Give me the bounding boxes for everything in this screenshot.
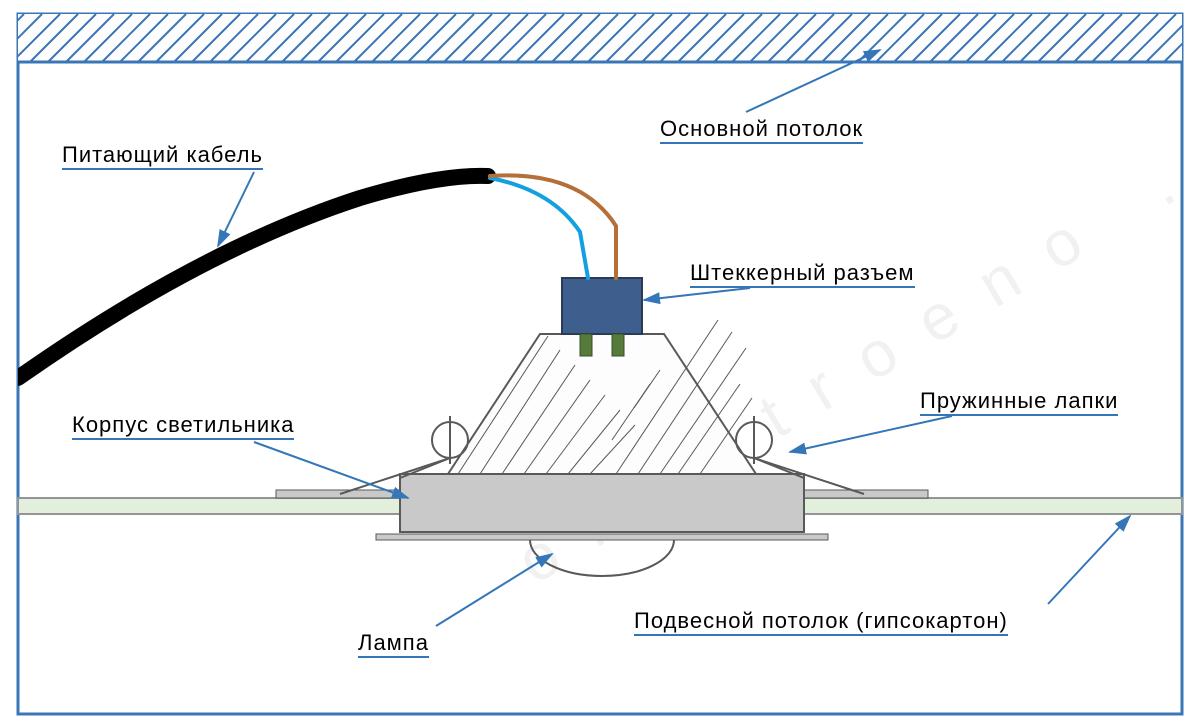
label-lamp: Лампа — [358, 630, 429, 658]
label-power-cable: Питающий кабель — [62, 142, 263, 170]
label-spring-clips: Пружинные лапки — [920, 388, 1118, 416]
diagram-canvas: obustroeno . com — [0, 0, 1200, 728]
label-connector: Штеккерный разъем — [690, 260, 915, 288]
label-main-ceiling: Основной потолок — [660, 116, 863, 144]
label-suspended-ceiling: Подвесной потолок (гипсокартон) — [634, 608, 1008, 636]
label-fixture-body: Корпус светильника — [72, 412, 294, 440]
